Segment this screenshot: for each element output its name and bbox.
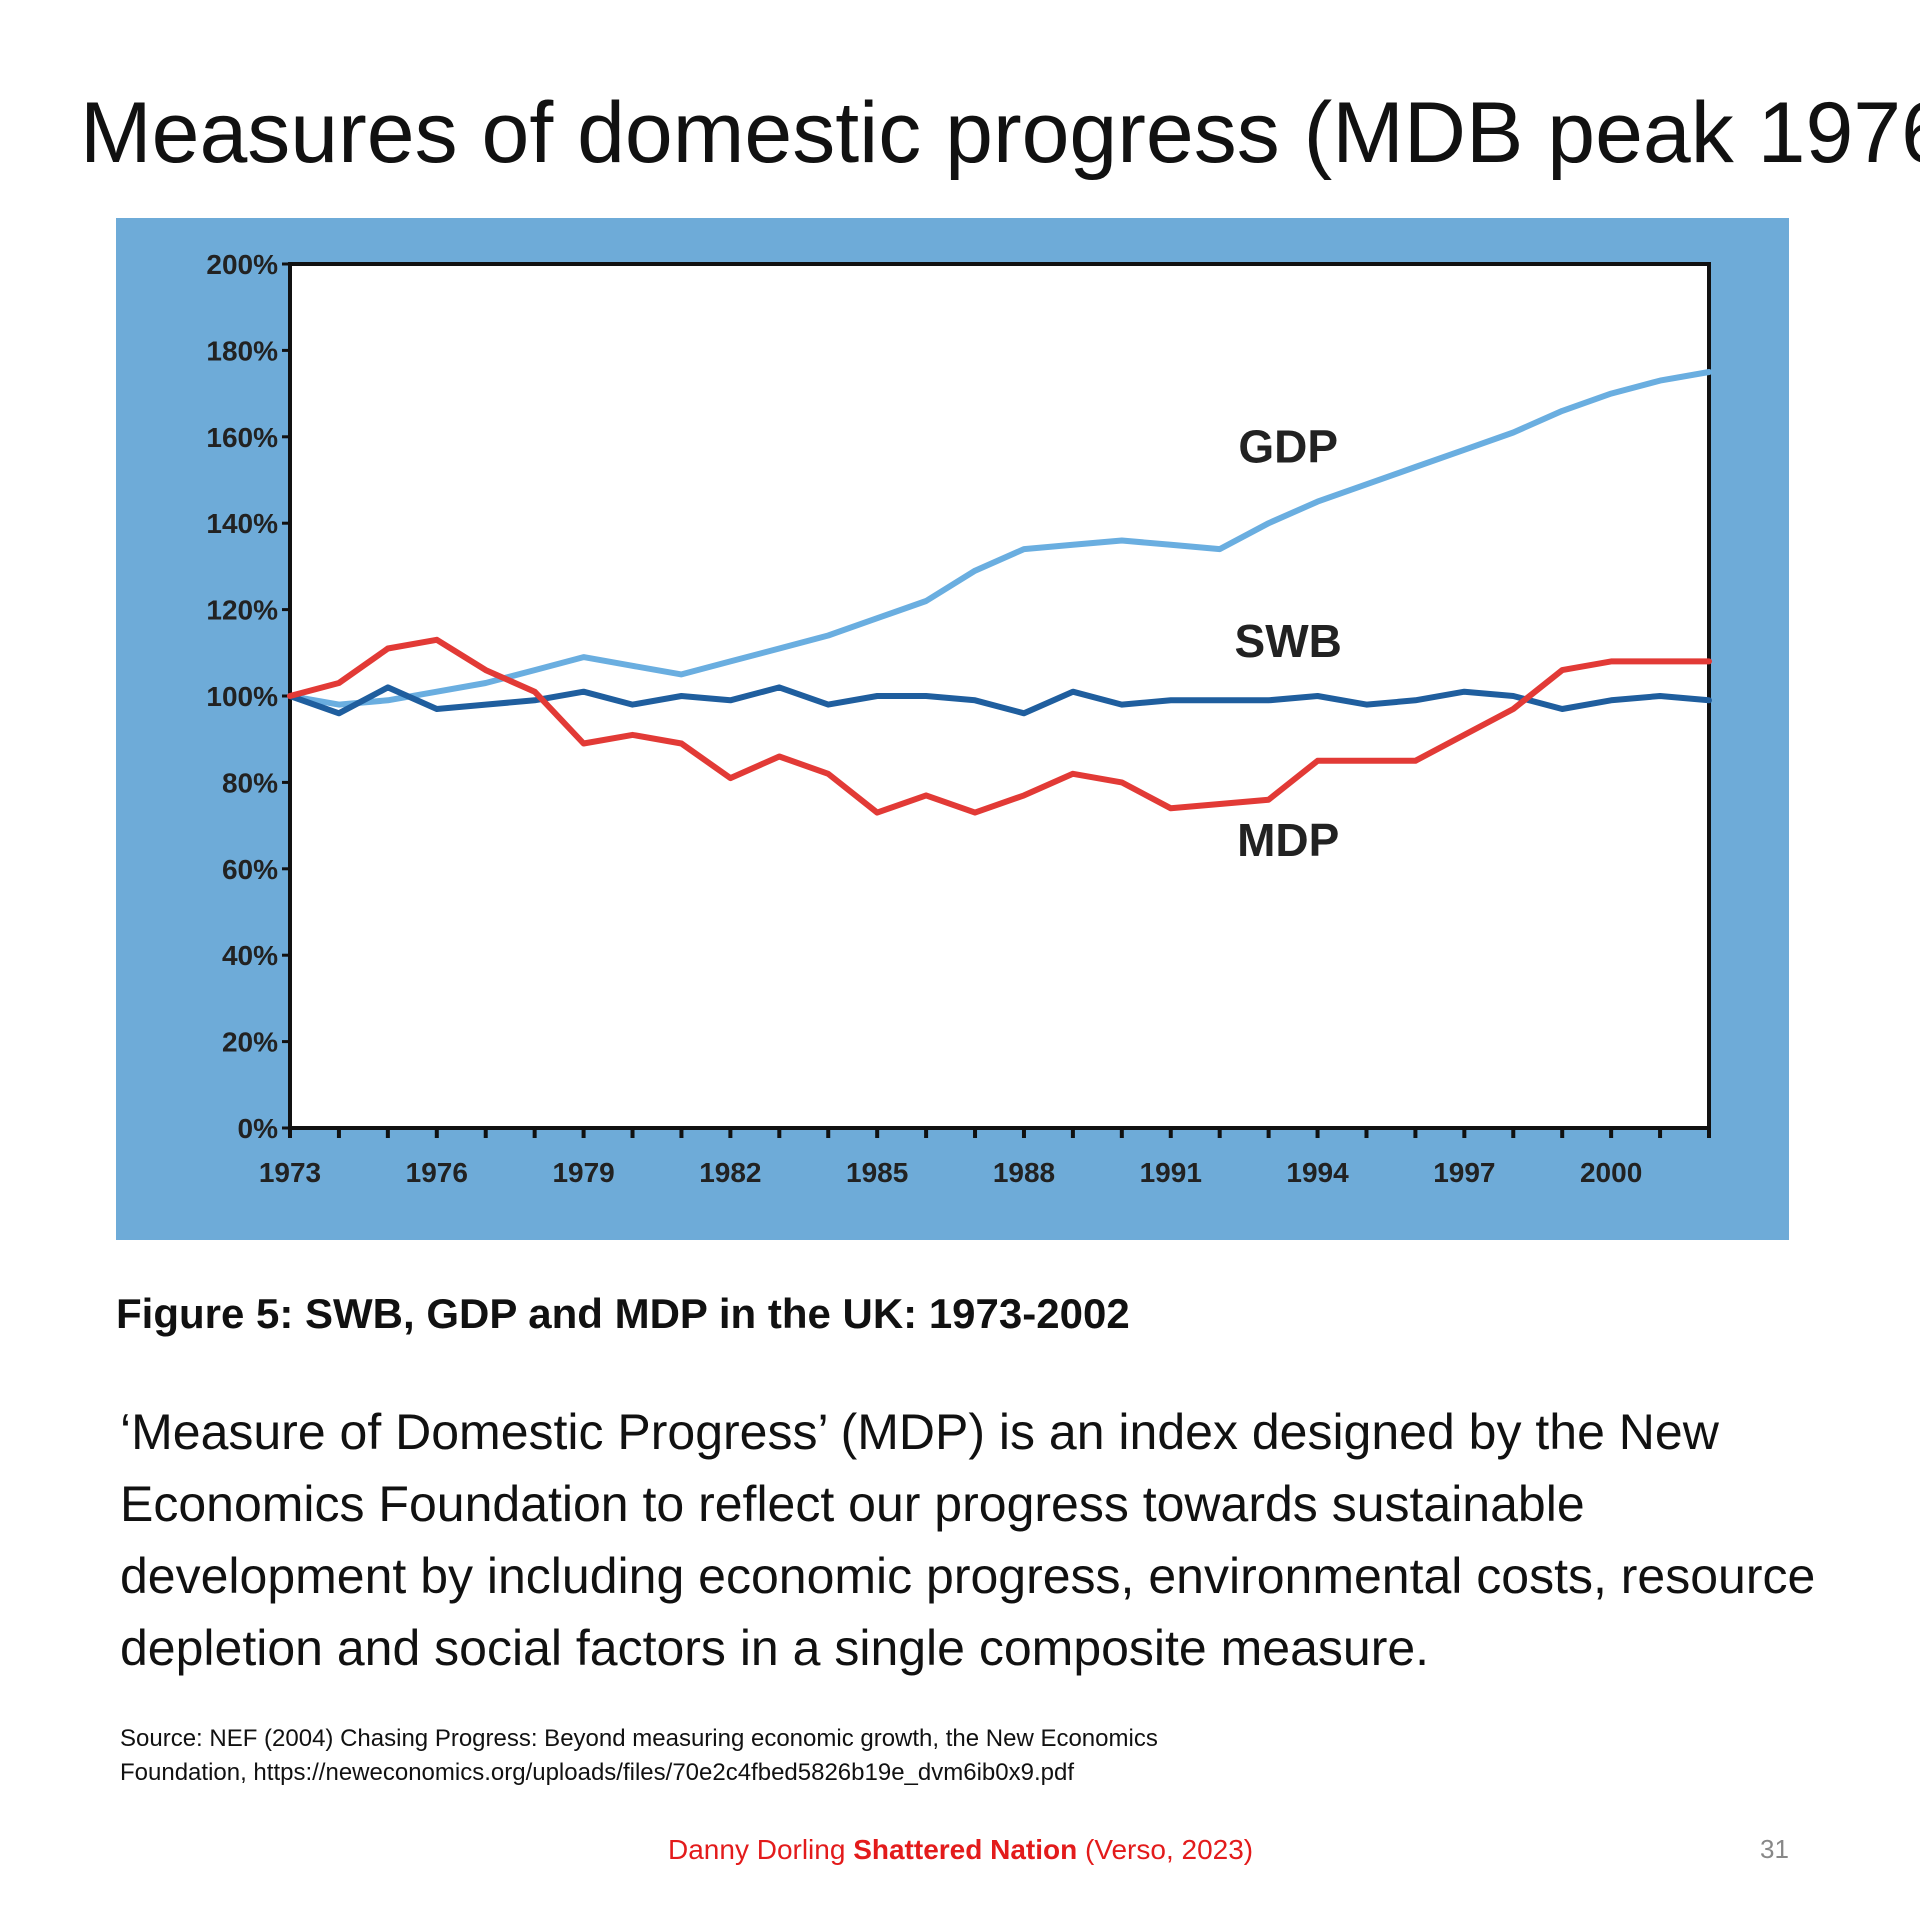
series-label-gdp: GDP — [1238, 421, 1338, 473]
y-tick-label: 60% — [222, 854, 278, 885]
y-tick-label: 40% — [222, 940, 278, 971]
footer-credit: Danny Dorling Shattered Nation (Verso, 2… — [668, 1834, 1253, 1866]
series-line-swb — [287, 684, 1712, 717]
footer-author: Danny Dorling — [668, 1834, 846, 1865]
figure-caption: Figure 5: SWB, GDP and MDP in the UK: 19… — [116, 1290, 1130, 1337]
x-tick-label: 1985 — [846, 1157, 908, 1188]
x-tick-label: 1973 — [259, 1157, 321, 1188]
x-tick-label: 2000 — [1580, 1157, 1642, 1188]
x-tick-label: 1988 — [993, 1157, 1055, 1188]
y-tick-label: 160% — [206, 422, 278, 453]
plot-area — [288, 262, 1711, 1130]
series-label-swb: SWB — [1235, 615, 1342, 667]
y-tick-label: 0% — [238, 1113, 279, 1144]
x-tick-label: 1991 — [1140, 1157, 1202, 1188]
body-paragraph: ‘Measure of Domestic Progress’ (MDP) is … — [120, 1404, 1816, 1676]
y-tick-label: 140% — [206, 508, 278, 539]
y-tick-label: 120% — [206, 595, 278, 626]
x-tick-label: 1982 — [699, 1157, 761, 1188]
series-line-mdp — [287, 636, 1712, 816]
series-label-mdp: MDP — [1237, 814, 1339, 866]
footer-book-title: Shattered Nation — [853, 1834, 1078, 1865]
y-tick-label: 200% — [206, 249, 278, 280]
page-number: 31 — [1760, 1834, 1789, 1864]
y-tick-label: 100% — [206, 681, 278, 712]
y-tick-label: 180% — [206, 335, 278, 366]
chart-panel: 0% 20% 40% 60% 80% 100% 120% 140% 160% 180% 200% 19… — [116, 218, 1789, 1240]
y-tick-label: 20% — [222, 1027, 278, 1058]
x-tick-label: 1976 — [406, 1157, 468, 1188]
x-tick-label: 1994 — [1286, 1157, 1349, 1188]
x-tick-label: 1997 — [1433, 1157, 1495, 1188]
source-line-2: Foundation, https://neweconomics.org/upl… — [120, 1759, 1074, 1786]
source-line-1: Source: NEF (2004) Chasing Progress: Bey… — [120, 1725, 1158, 1752]
x-tick-label: 1979 — [552, 1157, 614, 1188]
footer-publisher: (Verso, 2023) — [1085, 1834, 1254, 1865]
series-line-gdp — [287, 369, 1712, 708]
line-chart: 0% 20% 40% 60% 80% 100% 120% 140% 160% 180% 200% 19… — [206, 249, 1712, 1188]
slide-title: Measures of domestic progress (MDB peak … — [80, 85, 1920, 181]
source-citation: Source: NEF (2004) Chasing Progress: Bey… — [120, 1722, 1420, 1790]
y-tick-label: 80% — [222, 767, 278, 798]
